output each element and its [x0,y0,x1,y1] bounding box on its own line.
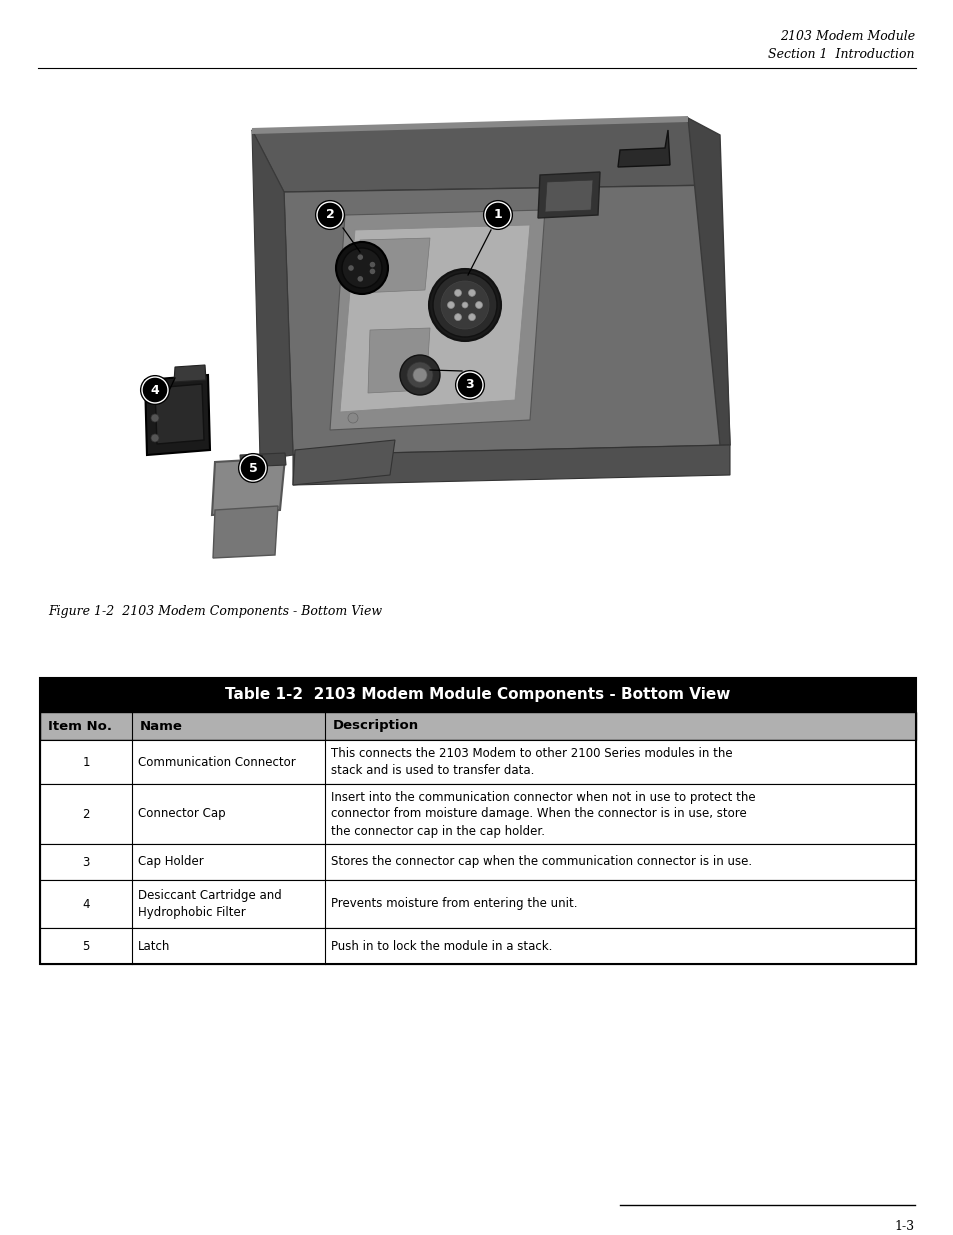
Text: Section 1  Introduction: Section 1 Introduction [768,48,914,61]
Circle shape [151,394,159,403]
Text: Connector Cap: Connector Cap [138,808,225,820]
Text: Figure 1-2  2103 Modem Components - Bottom View: Figure 1-2 2103 Modem Components - Botto… [48,605,382,618]
Text: Item No.: Item No. [48,720,112,732]
Text: Table 1-2  2103 Modem Module Components - Bottom View: Table 1-2 2103 Modem Module Components -… [225,688,730,703]
Circle shape [357,254,363,259]
Polygon shape [339,225,530,412]
Circle shape [151,414,159,422]
Polygon shape [252,130,293,459]
Circle shape [447,301,454,309]
Circle shape [348,412,357,424]
Polygon shape [687,119,729,445]
Text: Name: Name [140,720,183,732]
Polygon shape [330,210,544,430]
Text: Prevents moisture from entering the unit.: Prevents moisture from entering the unit… [331,898,577,910]
Polygon shape [544,180,593,212]
Text: 2: 2 [82,808,90,820]
Circle shape [433,273,497,337]
Polygon shape [368,329,430,393]
Polygon shape [293,440,395,485]
Circle shape [399,354,439,395]
Polygon shape [293,445,729,485]
Polygon shape [212,458,285,515]
Bar [40,881,915,927]
Text: 2: 2 [325,209,334,221]
Circle shape [348,266,354,270]
Text: This connects the 2103 Modem to other 2100 Series modules in the
stack and is us: This connects the 2103 Modem to other 21… [331,747,732,777]
Polygon shape [240,453,286,467]
Text: Push in to lock the module in a stack.: Push in to lock the module in a stack. [331,940,552,952]
Polygon shape [618,130,669,167]
Bar [40,740,915,784]
Bar [40,678,915,713]
Text: 4: 4 [82,898,90,910]
Polygon shape [213,506,277,558]
Circle shape [413,368,427,382]
Circle shape [335,242,388,294]
Text: 3: 3 [82,856,90,868]
Circle shape [475,301,482,309]
Bar [40,844,915,881]
Bar [40,927,915,965]
Text: Communication Connector: Communication Connector [138,756,295,768]
Text: Stores the connector cap when the communication connector is in use.: Stores the connector cap when the commun… [331,856,751,868]
Text: Insert into the communication connector when not in use to protect the
connector: Insert into the communication connector … [331,790,755,837]
Text: 4: 4 [151,384,159,396]
Polygon shape [145,375,210,454]
Bar [40,678,915,965]
Text: 1: 1 [82,756,90,768]
Circle shape [468,289,475,296]
Text: 2103 Modem Module: 2103 Modem Module [779,30,914,43]
Circle shape [239,454,267,482]
Polygon shape [537,172,599,219]
Bar [40,713,915,740]
Polygon shape [173,366,206,382]
Text: 5: 5 [249,462,257,474]
Polygon shape [252,116,687,135]
Bar [40,784,915,844]
Circle shape [315,201,344,228]
Text: Description: Description [333,720,418,732]
Circle shape [369,262,375,268]
Polygon shape [284,185,729,454]
Text: 1-3: 1-3 [894,1220,914,1233]
Circle shape [454,289,461,296]
Polygon shape [357,238,430,293]
Polygon shape [154,384,204,445]
Circle shape [483,201,512,228]
Text: 3: 3 [465,378,474,391]
Circle shape [456,370,483,399]
Circle shape [357,277,363,282]
Circle shape [141,375,169,404]
Circle shape [369,268,375,274]
Circle shape [429,269,500,341]
Circle shape [407,362,433,388]
Text: 1: 1 [493,209,502,221]
Text: Cap Holder: Cap Holder [138,856,204,868]
Circle shape [440,282,489,329]
Circle shape [461,303,468,308]
Bar [354,272,370,287]
Circle shape [468,314,475,321]
Text: Latch: Latch [138,940,171,952]
Polygon shape [252,119,720,191]
Text: 5: 5 [82,940,90,952]
Circle shape [454,314,461,321]
Text: Desiccant Cartridge and
Hydrophobic Filter: Desiccant Cartridge and Hydrophobic Filt… [138,889,281,919]
Circle shape [341,248,381,288]
Circle shape [151,433,159,442]
